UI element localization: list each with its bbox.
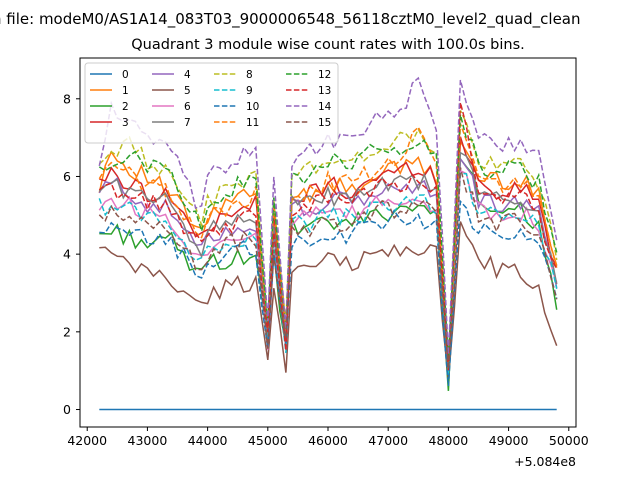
x-tick-label: 44000 [188, 433, 228, 448]
series-line-9 [98, 172, 558, 376]
legend-label-15: 15 [318, 117, 331, 129]
y-axis: 0 2 4 6 8 [63, 91, 80, 417]
x-tick-label: 48000 [429, 433, 469, 448]
legend-label-1: 1 [122, 85, 129, 97]
legend-label-2: 2 [122, 101, 129, 113]
series-line-15 [98, 167, 558, 370]
legend-label-10: 10 [246, 101, 259, 113]
y-tick-label: 4 [63, 247, 71, 262]
series-line-5 [99, 221, 558, 380]
legend-label-6: 6 [184, 101, 191, 113]
y-tick-label: 8 [63, 91, 71, 106]
series-line-7 [98, 151, 558, 375]
legend-label-3: 3 [122, 117, 129, 129]
x-tick-label: 42000 [67, 433, 107, 448]
x-axis: 42000 43000 44000 45000 46000 47000 48000 49000… [67, 427, 589, 448]
series-line-14 [98, 76, 558, 355]
legend-label-0: 0 [122, 69, 129, 81]
series-line-10 [99, 199, 558, 387]
y-tick-label: 2 [63, 324, 71, 339]
y-tick-label: 6 [63, 169, 71, 184]
x-tick-label: 45000 [248, 433, 288, 448]
legend-label-9: 9 [246, 85, 253, 97]
series-line-13 [98, 102, 558, 371]
x-tick-label: 43000 [128, 433, 168, 448]
legend-label-8: 8 [246, 69, 253, 81]
x-tick-label: 50000 [549, 433, 589, 448]
legend-box [84, 62, 339, 144]
legend-label-12: 12 [318, 69, 331, 81]
x-offset-label: +5.084e8 [514, 454, 576, 469]
x-tick-label: 46000 [308, 433, 348, 448]
legend-label-13: 13 [318, 85, 331, 97]
x-tick-label: 47000 [368, 433, 408, 448]
series-layer [98, 76, 558, 411]
legend-label-11: 11 [246, 117, 259, 129]
legend-label-4: 4 [184, 69, 191, 81]
series-line-12 [98, 114, 558, 362]
legend-label-5: 5 [184, 85, 191, 97]
y-tick-label: 0 [63, 402, 71, 417]
x-tick-label: 49000 [489, 433, 529, 448]
figure-title: n file: modeM0/AS1A14_083T03_9000006548_… [0, 10, 581, 29]
legend-label-14: 14 [318, 101, 332, 113]
series-line-6 [98, 169, 558, 370]
series-line-11 [98, 123, 558, 362]
legend-label-7: 7 [184, 117, 191, 129]
chart-title: Quadrant 3 module wise count rates with … [131, 37, 525, 53]
